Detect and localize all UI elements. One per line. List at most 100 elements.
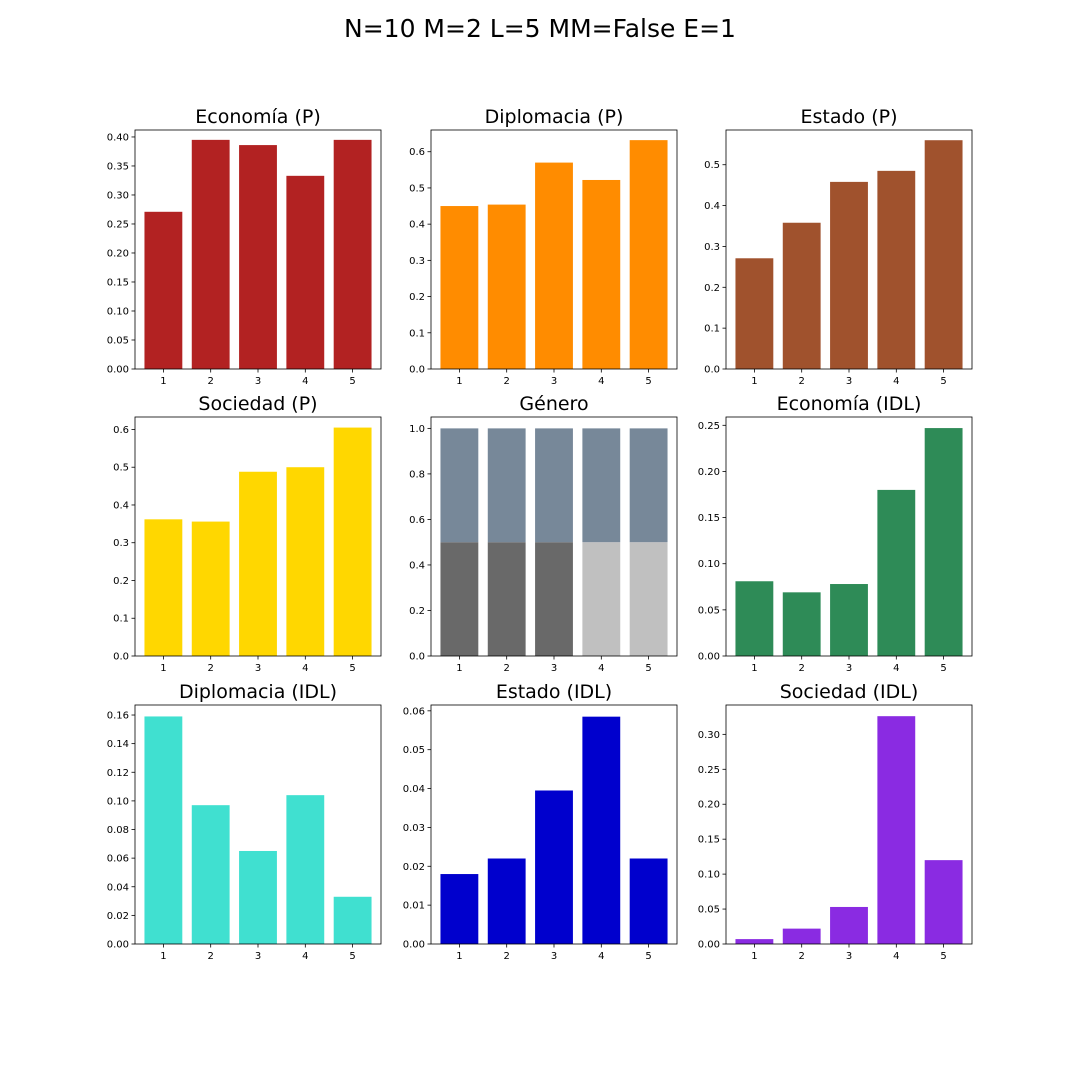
x-tick-label: 4 bbox=[893, 663, 899, 674]
x-tick-label: 3 bbox=[255, 951, 261, 962]
bar bbox=[535, 790, 573, 944]
y-tick-label: 0.2 bbox=[113, 576, 129, 587]
bar bbox=[735, 258, 774, 369]
bar bbox=[782, 592, 821, 656]
bar bbox=[144, 519, 183, 656]
chart-panel: Sociedad (IDL) 0.00 0.05 0.10 0.15 0.20 0.25 0.… bbox=[698, 681, 973, 962]
panel-title: Género bbox=[519, 393, 588, 415]
chart-panel: Economía (IDL) 0.00 0.05 0.10 0.15 0.20 0.25 1 2… bbox=[698, 393, 973, 674]
panel-title: Sociedad (P) bbox=[198, 393, 317, 415]
y-tick-label: 0.0 bbox=[113, 652, 129, 663]
bar bbox=[924, 860, 963, 944]
bar bbox=[440, 874, 479, 944]
y-tick-label: 0.25 bbox=[698, 421, 720, 432]
chart-panel: Sociedad (P) 0.0 0.1 0.2 0.3 0.4 0.5 0.6 1 2 3 4 5 bbox=[113, 393, 382, 674]
x-tick-label: 5 bbox=[645, 376, 651, 387]
x-tick-label: 5 bbox=[940, 951, 946, 962]
y-tick-label: 0.0 bbox=[704, 365, 720, 376]
y-tick-label: 0.4 bbox=[704, 201, 720, 212]
y-tick-label: 0.25 bbox=[107, 219, 129, 230]
x-tick-label: 4 bbox=[598, 951, 604, 962]
bar bbox=[286, 795, 325, 944]
y-tick-label: 0.2 bbox=[409, 606, 425, 617]
x-tick-label: 3 bbox=[551, 663, 557, 674]
y-tick-label: 0.04 bbox=[403, 784, 425, 795]
bar bbox=[924, 428, 963, 656]
x-tick-label: 4 bbox=[598, 376, 604, 387]
x-tick-label: 4 bbox=[893, 951, 899, 962]
y-tick-label: 0.4 bbox=[409, 560, 425, 571]
y-tick-label: 0.1 bbox=[704, 324, 720, 335]
y-tick-label: 0.30 bbox=[698, 730, 720, 741]
y-tick-label: 0.5 bbox=[704, 160, 720, 171]
x-tick-label: 1 bbox=[456, 376, 462, 387]
x-tick-label: 3 bbox=[255, 663, 261, 674]
x-tick-label: 5 bbox=[349, 663, 355, 674]
bar bbox=[191, 805, 230, 944]
y-tick-label: 0.03 bbox=[403, 823, 425, 834]
y-tick-label: 0.00 bbox=[107, 940, 129, 951]
y-tick-label: 0.01 bbox=[403, 901, 425, 912]
y-tick-label: 0.15 bbox=[698, 513, 720, 524]
y-tick-label: 0.4 bbox=[409, 220, 425, 231]
y-tick-label: 0.40 bbox=[107, 132, 129, 143]
panel-title: Economía (P) bbox=[195, 106, 321, 128]
bar bbox=[582, 428, 621, 543]
y-tick-label: 0.3 bbox=[113, 538, 129, 549]
x-tick-label: 2 bbox=[208, 951, 214, 962]
x-tick-label: 5 bbox=[940, 663, 946, 674]
panel-title: Estado (IDL) bbox=[496, 681, 612, 703]
chart-panel: Diplomacia (IDL) 0.00 0.02 0.04 0.06 0.08 0.10… bbox=[107, 681, 382, 962]
bar bbox=[239, 850, 277, 944]
bar bbox=[535, 542, 573, 656]
bar bbox=[582, 542, 621, 656]
y-tick-label: 0.1 bbox=[409, 328, 425, 339]
y-tick-label: 0.00 bbox=[698, 940, 720, 951]
y-tick-label: 0.00 bbox=[698, 652, 720, 663]
x-tick-label: 3 bbox=[846, 951, 852, 962]
y-tick-label: 0.06 bbox=[403, 706, 425, 717]
y-tick-label: 0.15 bbox=[107, 277, 129, 288]
y-tick-label: 0.0 bbox=[409, 652, 425, 663]
panel-title: Estado (P) bbox=[800, 106, 897, 128]
y-tick-label: 0.20 bbox=[698, 467, 720, 478]
panel-title: Economía (IDL) bbox=[777, 393, 922, 415]
y-tick-label: 0.3 bbox=[409, 256, 425, 267]
x-tick-label: 1 bbox=[160, 951, 166, 962]
bar bbox=[924, 140, 963, 369]
bar bbox=[286, 175, 325, 369]
x-tick-label: 5 bbox=[645, 951, 651, 962]
panel-title: Diplomacia (IDL) bbox=[179, 681, 337, 703]
bar bbox=[333, 896, 372, 944]
y-tick-label: 0.05 bbox=[698, 905, 720, 916]
y-tick-label: 0.2 bbox=[409, 292, 425, 303]
y-tick-label: 0.6 bbox=[113, 425, 129, 436]
bar bbox=[144, 211, 183, 369]
bar bbox=[487, 204, 526, 369]
y-tick-label: 0.0 bbox=[409, 365, 425, 376]
chart-panel: Economía (P) 0.00 0.05 0.10 0.15 0.20 0.25 0.30… bbox=[107, 106, 382, 387]
x-tick-label: 1 bbox=[456, 951, 462, 962]
x-tick-label: 3 bbox=[551, 376, 557, 387]
y-tick-label: 0.25 bbox=[698, 765, 720, 776]
y-tick-label: 0.00 bbox=[107, 365, 129, 376]
y-tick-label: 0.06 bbox=[107, 854, 129, 865]
y-tick-label: 0.14 bbox=[107, 739, 129, 750]
bar bbox=[629, 428, 668, 543]
y-tick-label: 0.05 bbox=[403, 745, 425, 756]
bar bbox=[782, 222, 821, 369]
y-tick-label: 0.02 bbox=[107, 911, 129, 922]
x-tick-label: 1 bbox=[751, 376, 757, 387]
x-tick-label: 1 bbox=[160, 663, 166, 674]
y-tick-label: 0.4 bbox=[113, 500, 129, 511]
y-tick-label: 0.5 bbox=[113, 463, 129, 474]
y-tick-label: 0.12 bbox=[107, 768, 129, 779]
y-tick-label: 0.15 bbox=[698, 835, 720, 846]
bar bbox=[877, 170, 916, 369]
y-tick-label: 0.05 bbox=[107, 335, 129, 346]
chart-panel: Estado (IDL) 0.00 0.01 0.02 0.03 0.04 0.05 0.06… bbox=[403, 681, 678, 962]
y-tick-label: 0.35 bbox=[107, 161, 129, 172]
y-tick-label: 0.8 bbox=[409, 469, 425, 480]
bar bbox=[487, 542, 526, 656]
x-tick-label: 2 bbox=[799, 951, 805, 962]
